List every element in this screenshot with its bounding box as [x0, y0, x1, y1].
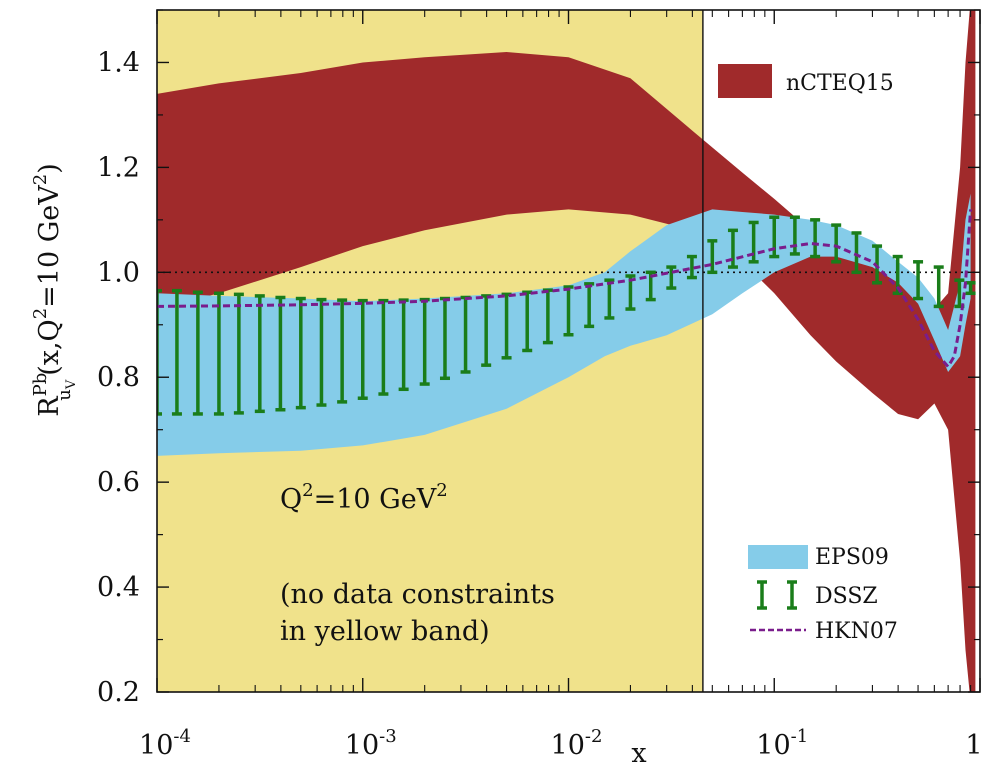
- y-tick-label: 0.6: [97, 467, 140, 498]
- dssz-errorbar: [337, 298, 348, 404]
- q2-annotation: Q2=10 GeV2: [280, 480, 448, 515]
- dssz-errorbar: [686, 254, 697, 280]
- dssz-errorbar: [419, 297, 430, 386]
- legend: nCTEQ15 EPS09 DSSZ HKN07: [718, 64, 898, 644]
- legend-label-dssz: DSSZ: [815, 584, 878, 609]
- dssz-errorbar: [157, 288, 162, 416]
- band-eps09: [157, 193, 971, 456]
- dssz-errorbar: [295, 296, 306, 410]
- x-axis-label: x: [631, 738, 646, 766]
- legend-label-hkn07: HKN07: [815, 619, 898, 644]
- y-tick-label: 0.4: [97, 572, 140, 603]
- y-tick-label: 0.8: [97, 362, 140, 393]
- bands-layer: [157, 10, 976, 692]
- dssz-errorbar: [378, 298, 389, 396]
- band-ncteq15: [157, 10, 976, 692]
- dssz-errorbar: [789, 215, 800, 256]
- dssz-errorbar: [810, 218, 821, 259]
- y-tick-label: 1.4: [97, 47, 140, 78]
- dssz-errorbar: [707, 239, 718, 275]
- legend-swatch-eps09: [748, 545, 808, 569]
- axis-ticks: [156, 9, 981, 693]
- dssz-errorbar: [666, 265, 677, 290]
- y-axis-label: RPb uV(x,Q2=10 GeV2): [30, 163, 79, 417]
- x-tick-label: 10-2: [551, 726, 603, 761]
- y-tick-label: 1.2: [97, 152, 140, 183]
- dssz-errorbar: [933, 265, 944, 309]
- legend-label-ncteq15: nCTEQ15: [786, 71, 894, 96]
- dssz-errorbar: [213, 291, 224, 416]
- legend-swatch-ncteq15: [718, 64, 772, 98]
- dssz-errorbar: [584, 282, 595, 329]
- dssz-errorbar: [965, 281, 976, 296]
- dssz-errorbar: [357, 298, 368, 400]
- y-tick-label: 0.2: [97, 677, 140, 708]
- dssz-errorbar: [604, 278, 615, 320]
- dssz-errorbar: [275, 295, 286, 412]
- y-tick-labels: 0.2 0.4 0.6 0.8 1.0 1.2 1.4: [97, 47, 140, 708]
- dssz-errorbar: [192, 290, 203, 416]
- dssz-errorbar: [851, 231, 862, 275]
- dssz-errorbar: [563, 285, 574, 337]
- hkn07-line: [157, 209, 973, 370]
- note-line-1: (no data constraints: [280, 579, 555, 610]
- x-tick-labels: 10-4 10-3 10-2 10-1 1: [139, 726, 983, 761]
- x-tick-label: 10-4: [139, 726, 191, 761]
- x-tick-label: 10-3: [345, 726, 397, 761]
- plot-area: [157, 10, 980, 692]
- x-tick-label: 1: [965, 730, 982, 761]
- dssz-errorbar: [398, 298, 409, 392]
- legend-label-eps09: EPS09: [815, 545, 889, 570]
- dssz-errorbar: [831, 223, 842, 264]
- dssz-errorbar: [316, 297, 327, 407]
- dssz-errorbar: [254, 294, 265, 414]
- y-tick-label: 1.0: [97, 257, 140, 288]
- dssz-errorbar: [233, 292, 244, 415]
- dssz-errorbar: [727, 228, 738, 269]
- dssz-errorbar: [913, 260, 924, 301]
- note-line-2: in yellow band): [280, 616, 490, 647]
- x-tick-label: 10-1: [756, 726, 808, 761]
- legend-swatch-dssz: [757, 580, 797, 610]
- dssz-errorbar: [171, 288, 182, 416]
